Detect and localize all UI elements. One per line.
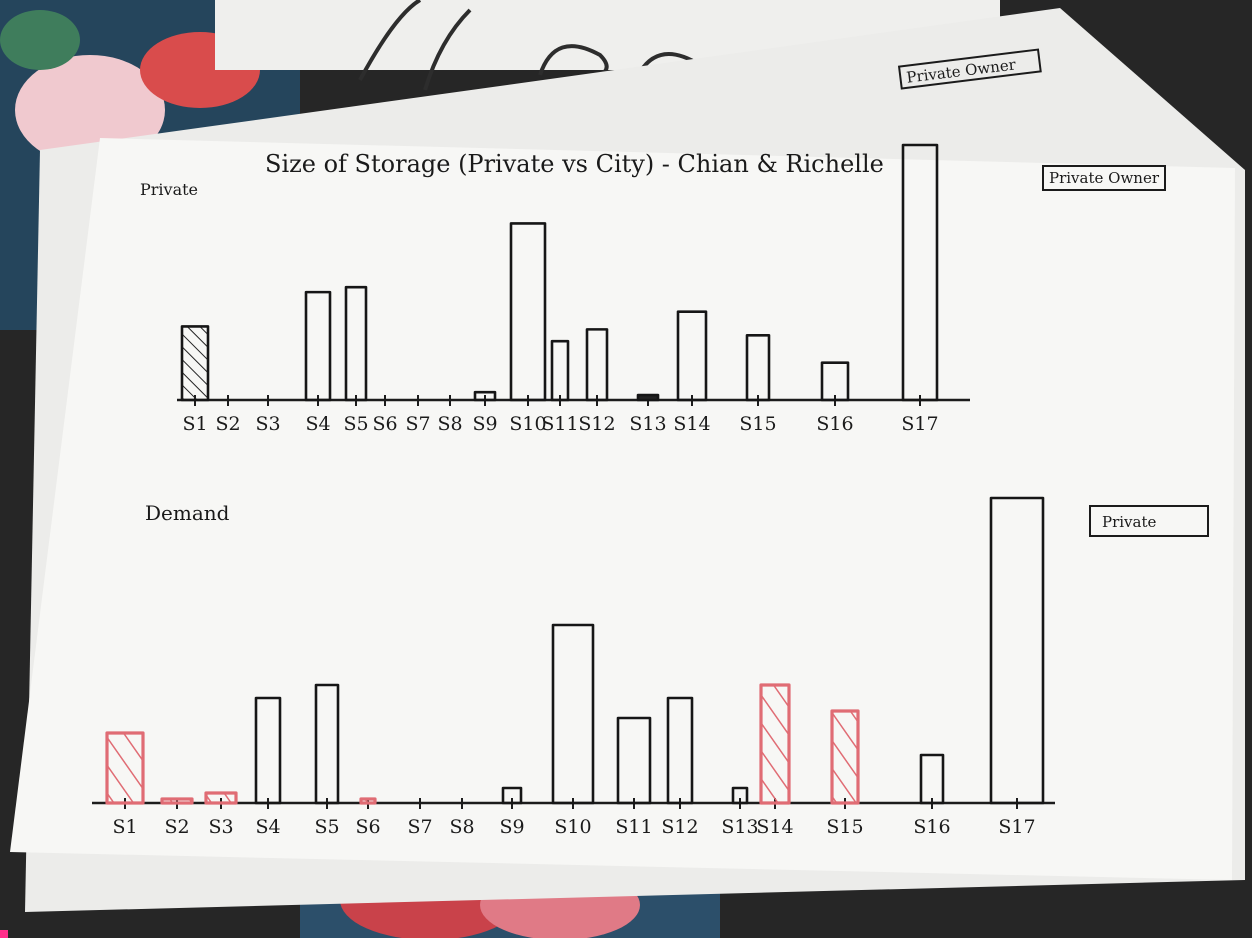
- bar-s15: [830, 709, 860, 805]
- bar-s1: [180, 325, 210, 402]
- bar-s1: [105, 731, 145, 805]
- bar-s13: [636, 393, 660, 402]
- bar-s14: [759, 683, 791, 805]
- x-tick-label: S5: [314, 816, 339, 838]
- x-tick-label: S14: [673, 413, 710, 435]
- x-tick-label: S10: [554, 816, 591, 838]
- x-tick-label: S16: [913, 816, 950, 838]
- x-tick-label: S3: [255, 413, 280, 435]
- bar-s12: [585, 328, 609, 402]
- bar-s15: [745, 333, 771, 402]
- bar-s10: [551, 623, 595, 805]
- x-tick-label: S11: [541, 413, 578, 435]
- x-tick-label: S4: [305, 413, 330, 435]
- x-tick-label: S1: [112, 816, 137, 838]
- storage-owner-dropdown[interactable]: Private Owner: [1042, 165, 1166, 191]
- flower-petal: [15, 55, 165, 165]
- x-tick-label: S8: [437, 413, 462, 435]
- bar-s9: [473, 390, 497, 402]
- bar-s5: [344, 285, 368, 402]
- bar-s13: [731, 786, 749, 805]
- bar-s16: [919, 753, 945, 805]
- bar-s9: [501, 786, 523, 805]
- x-tick-label: S12: [661, 816, 698, 838]
- bar-s10: [509, 222, 547, 402]
- bar-s11: [616, 716, 652, 805]
- x-tick-label: S6: [355, 816, 380, 838]
- bar-s4: [254, 696, 282, 805]
- bar-s5: [314, 683, 340, 805]
- storage-owner-dropdown-label: Private Owner: [1049, 169, 1160, 187]
- x-tick-label: S7: [405, 413, 430, 435]
- bar-s17: [989, 496, 1045, 805]
- x-tick-label: S12: [578, 413, 615, 435]
- x-tick-label: S2: [215, 413, 240, 435]
- demand-owner-dropdown[interactable]: Private: [1089, 505, 1209, 537]
- x-tick-label: S16: [816, 413, 853, 435]
- chart-title: Size of Storage (Private vs City) - Chia…: [265, 150, 884, 178]
- x-tick-label: S13: [721, 816, 758, 838]
- bar-s11: [550, 339, 570, 402]
- x-tick-label: S10: [509, 413, 546, 435]
- x-tick-label: S2: [164, 816, 189, 838]
- leaf: [0, 10, 80, 70]
- x-tick-label: S4: [255, 816, 280, 838]
- x-tick-label: S13: [629, 413, 666, 435]
- x-tick-label: S11: [615, 816, 652, 838]
- bar-s2: [160, 797, 194, 805]
- bar-s17: [901, 143, 939, 402]
- x-tick-label: S9: [499, 816, 524, 838]
- bar-s3: [204, 791, 238, 805]
- x-tick-label: S15: [826, 816, 863, 838]
- x-tick-label: S9: [472, 413, 497, 435]
- bar-s12: [666, 696, 694, 805]
- x-tick-label: S3: [208, 816, 233, 838]
- x-tick-label: S8: [449, 816, 474, 838]
- x-tick-label: S7: [407, 816, 432, 838]
- x-tick-label: S15: [739, 413, 776, 435]
- x-tick-label: S6: [372, 413, 397, 435]
- x-tick-label: S14: [756, 816, 793, 838]
- back-sheet-scribble: [358, 0, 710, 91]
- demand-owner-dropdown-label: Private: [1102, 513, 1157, 531]
- bar-s14: [676, 310, 708, 402]
- x-tick-label: S1: [182, 413, 207, 435]
- bar-s16: [820, 361, 850, 402]
- x-tick-label: S17: [901, 413, 938, 435]
- bar-s6: [359, 797, 377, 805]
- bar-s4: [304, 290, 332, 402]
- demand-chart-title: Demand: [145, 501, 230, 525]
- x-tick-label: S17: [998, 816, 1035, 838]
- x-tick-label: S5: [343, 413, 368, 435]
- corner-mark: [0, 930, 8, 938]
- corner-label: Private: [140, 180, 198, 199]
